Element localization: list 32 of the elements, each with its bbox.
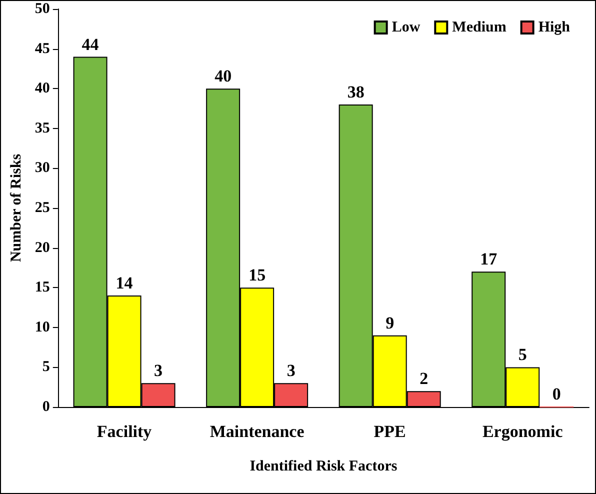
legend-label: High: [538, 20, 571, 36]
y-tick-label: 15: [34, 280, 50, 296]
data-label: 3: [286, 361, 296, 380]
legend-label: Medium: [452, 20, 507, 36]
data-label: 44: [82, 34, 100, 54]
data-label: 15: [248, 266, 266, 285]
y-tick-label: 45: [34, 40, 50, 57]
data-label: 38: [347, 82, 364, 102]
x-tick-label: PPE: [374, 422, 406, 441]
data-label: 5: [518, 345, 527, 364]
y-tick-label: 0: [42, 399, 50, 415]
data-label: 17: [480, 250, 498, 269]
x-tick-label: Facility: [96, 422, 152, 441]
y-tick-label: 30: [34, 160, 50, 176]
y-tick-label: 20: [34, 240, 50, 256]
data-label: 2: [420, 369, 428, 388]
data-label: 40: [214, 66, 232, 86]
y-tick-label: 35: [34, 120, 50, 136]
x-tick-label: Maintenance: [210, 422, 305, 441]
y-tick-label: 40: [34, 80, 50, 97]
data-label: 3: [154, 361, 163, 380]
y-tick-label: 5: [42, 359, 50, 376]
x-axis-title: Identified Risk Factors: [250, 458, 398, 474]
y-tick-label: 25: [34, 200, 50, 216]
legend-label: Low: [392, 20, 420, 36]
y-tick-label: 50: [34, 1, 50, 17]
y-tick-label: 10: [34, 319, 50, 336]
data-label: 0: [552, 384, 561, 404]
y-axis-title: Number of Risks: [8, 154, 24, 262]
x-tick-label: Ergonomic: [482, 422, 564, 441]
data-label: 14: [116, 274, 134, 293]
data-label: 9: [386, 313, 394, 332]
